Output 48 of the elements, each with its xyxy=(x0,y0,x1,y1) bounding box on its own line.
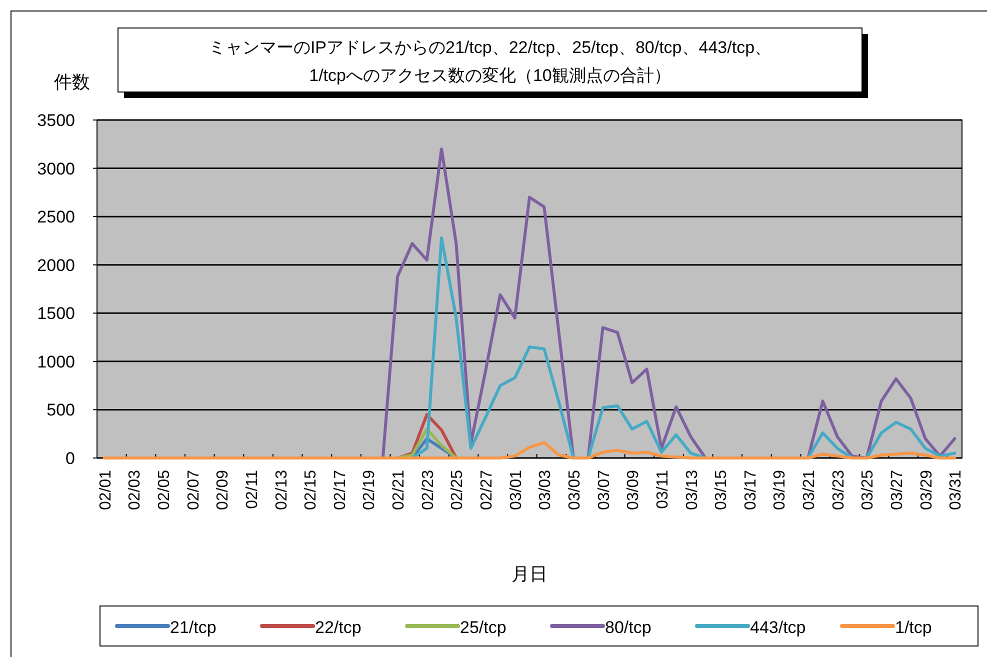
x-tick-label: 03/03 xyxy=(537,470,554,510)
legend-label: 25/tcp xyxy=(460,618,506,637)
y-tick-label: 2500 xyxy=(37,208,75,227)
x-tick-label: 03/25 xyxy=(860,470,877,510)
x-tick-label: 02/13 xyxy=(273,470,290,510)
y-tick-label: 2000 xyxy=(37,256,75,275)
chart-title: ミャンマーのIPアドレスからの21/tcp、22/tcp、25/tcp、80/tcp、443/tcp、 1/tcpへのアクセス数の変化（10観測点の合計） xyxy=(208,38,772,85)
x-tick-label: 03/17 xyxy=(742,470,760,510)
y-tick-label: 3000 xyxy=(37,159,75,178)
x-tick-label: 03/01 xyxy=(508,470,525,510)
x-tick-label: 03/27 xyxy=(889,470,906,510)
x-tick-label: 02/01 xyxy=(97,470,114,510)
legend-label: 80/tcp xyxy=(605,618,652,637)
x-tick-label: 02/17 xyxy=(332,470,349,510)
x-tick-label: 02/09 xyxy=(214,470,232,510)
x-tick-label: 03/29 xyxy=(918,470,936,510)
x-tick-label: 02/19 xyxy=(361,470,378,510)
y-tick-label: 500 xyxy=(46,400,75,420)
x-tick-label: 02/21 xyxy=(390,470,408,510)
y-tick-label: 1500 xyxy=(37,304,75,324)
y-axis-title: 件数 xyxy=(54,72,90,92)
legend-label: 21/tcp xyxy=(170,618,216,637)
x-tick-label: 03/13 xyxy=(684,470,701,510)
legend-label: 443/tcp xyxy=(750,618,806,637)
x-tick-label: 02/15 xyxy=(302,470,320,510)
x-tick-label: 03/09 xyxy=(625,470,642,510)
x-tick-label: 02/03 xyxy=(126,470,144,510)
x-tick-label: 02/27 xyxy=(478,470,496,510)
legend-label: 1/tcp xyxy=(895,618,932,637)
legend-label: 22/tcp xyxy=(315,618,362,637)
x-tick-label: 03/21 xyxy=(801,470,818,510)
x-tick-label: 03/07 xyxy=(596,470,613,510)
x-tick-label: 03/19 xyxy=(772,470,789,510)
line-series xyxy=(102,441,956,460)
x-tick-label: 02/25 xyxy=(449,470,466,510)
x-tick-label: 03/15 xyxy=(713,470,730,510)
x-tick-label: 03/31 xyxy=(948,470,965,510)
y-tick-label: 3500 xyxy=(37,111,75,130)
x-tick-label: 03/23 xyxy=(830,470,848,510)
y-tick-label: 0 xyxy=(66,449,75,468)
x-tick-label: 02/07 xyxy=(185,470,202,510)
x-axis-title: 月日 xyxy=(512,564,548,584)
x-tick-label: 03/05 xyxy=(566,470,584,510)
x-tick-label: 03/11 xyxy=(654,470,672,509)
x-tick-label: 02/11 xyxy=(244,470,261,509)
x-tick-label: 02/23 xyxy=(420,470,437,510)
x-tick-label: 02/05 xyxy=(156,470,173,510)
y-tick-label: 1000 xyxy=(37,352,75,372)
